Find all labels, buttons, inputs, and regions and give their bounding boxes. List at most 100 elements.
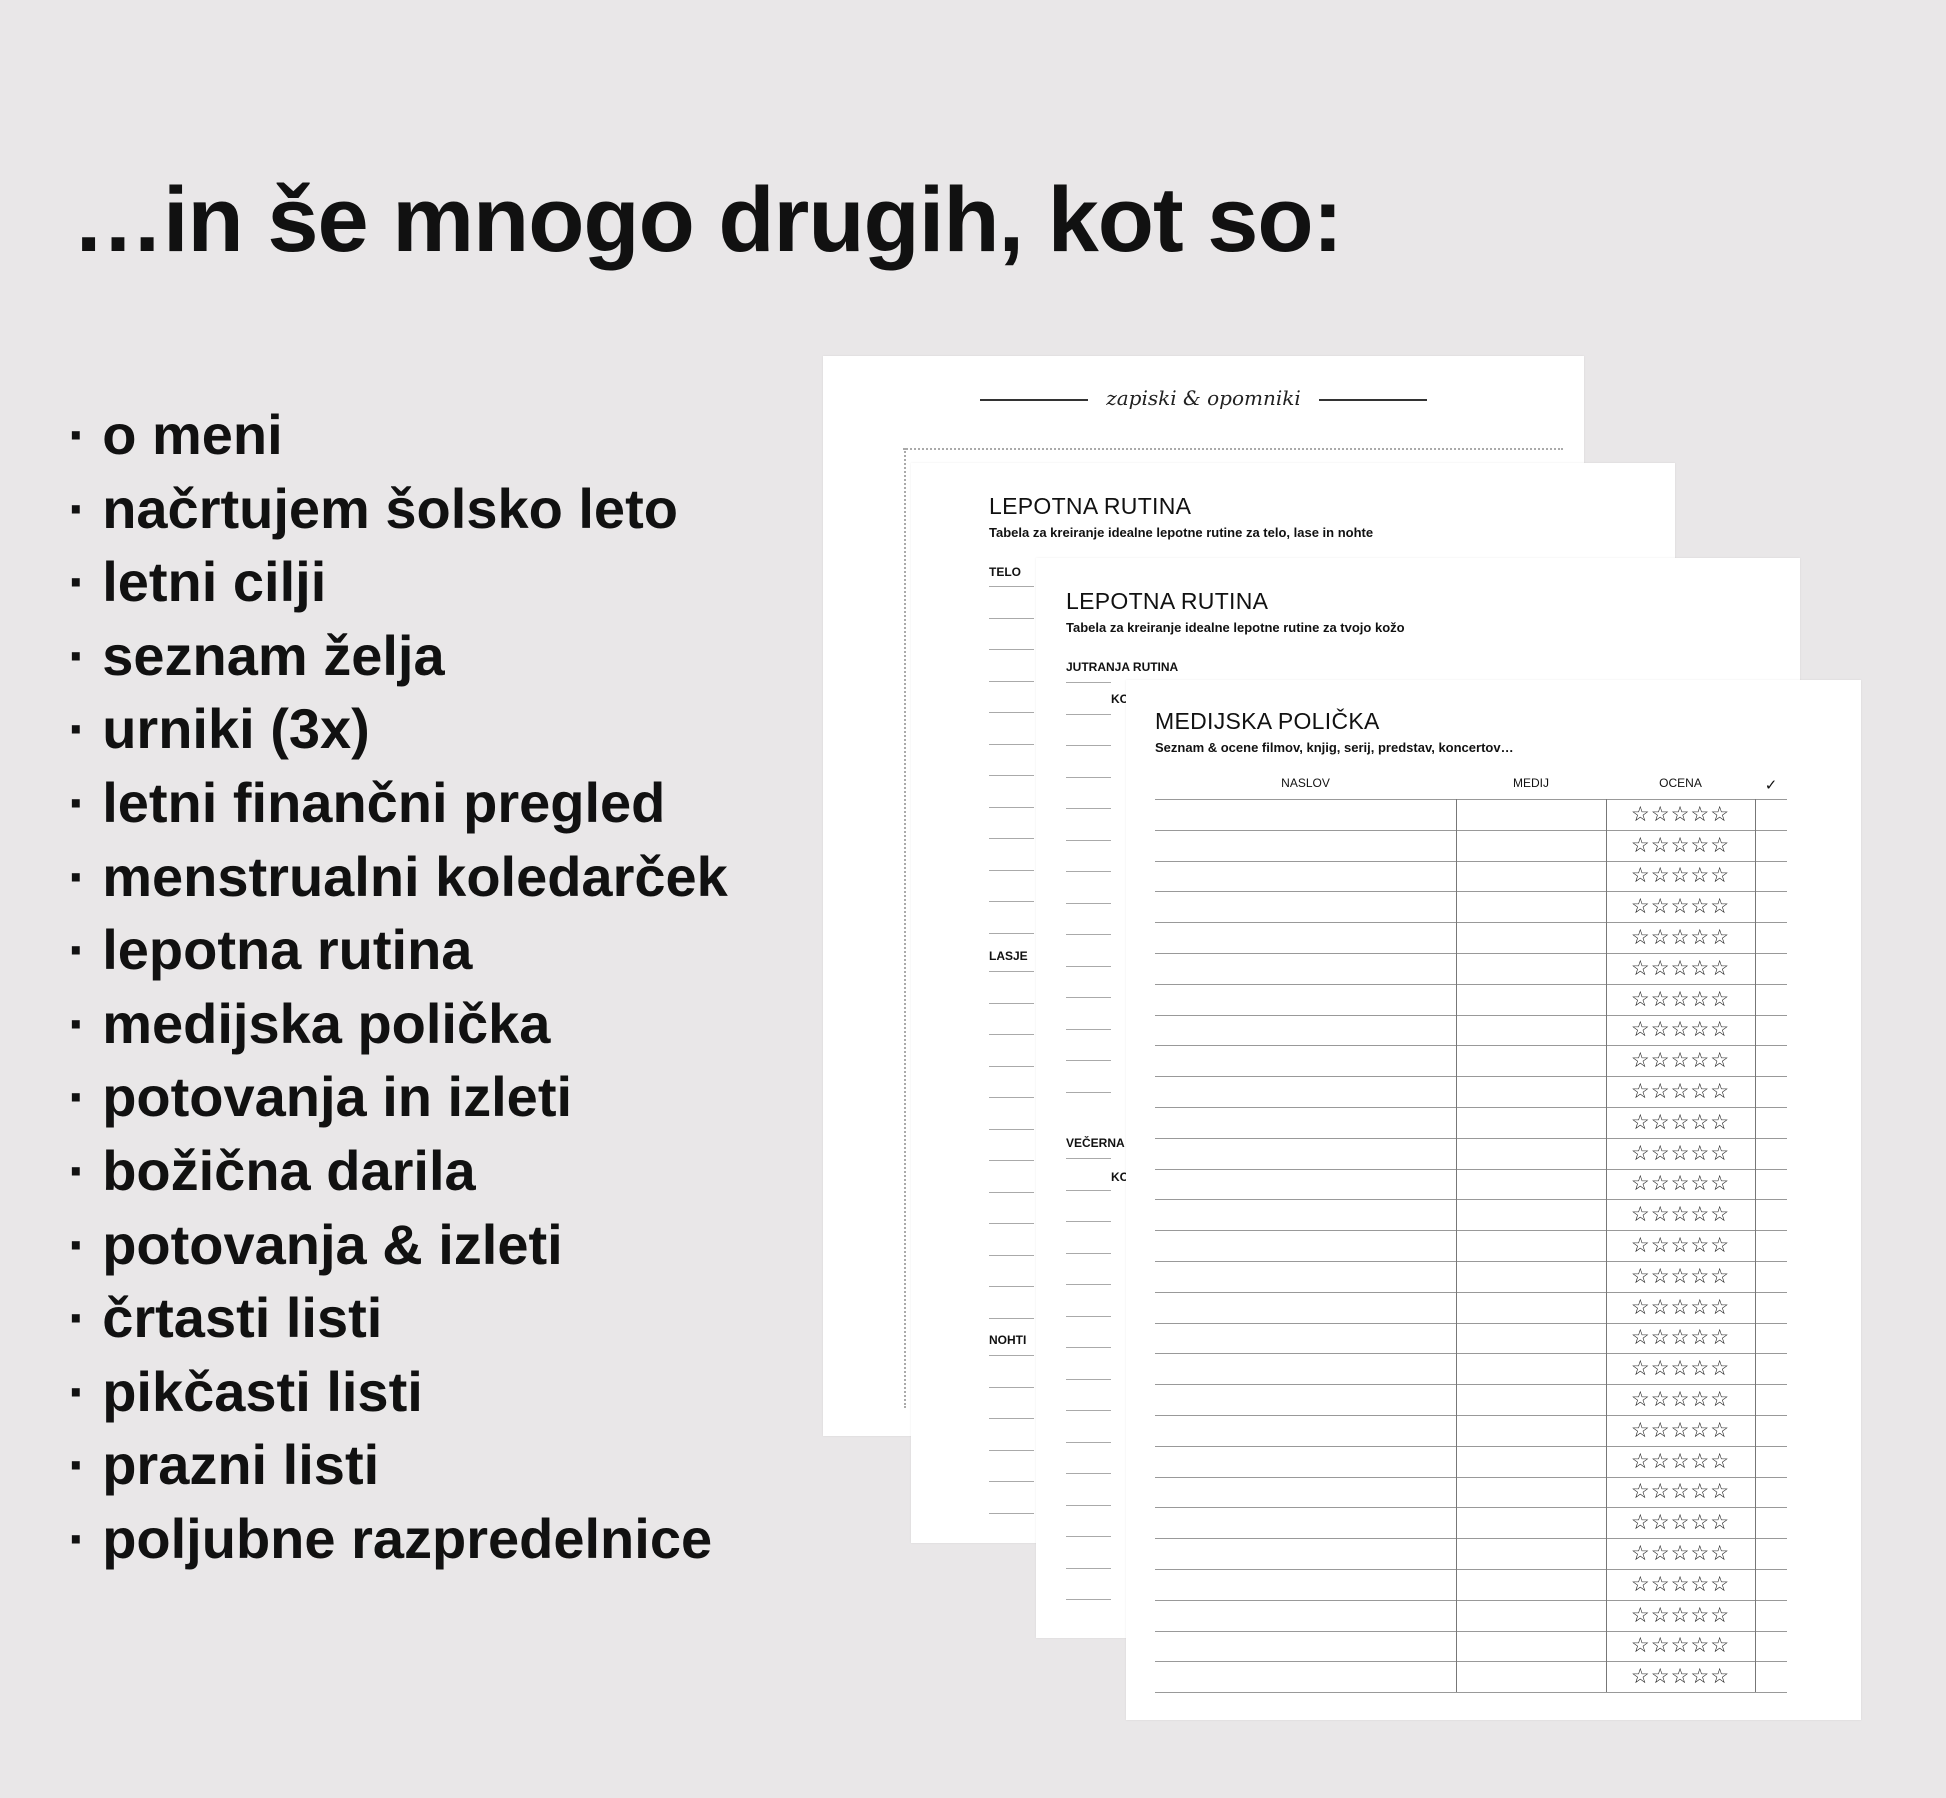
table-cell	[1155, 1137, 1457, 1170]
table-cell	[1755, 1445, 1787, 1478]
page-media-shelf: MEDIJSKA POLIČKA Seznam & ocene filmov, …	[1126, 680, 1861, 1720]
ruled-line	[1066, 808, 1111, 840]
ruled-line	[1066, 745, 1111, 777]
table-row: ☆☆☆☆☆	[1155, 1661, 1787, 1694]
table-cell	[1456, 1014, 1607, 1046]
headline: …in še mnogo drugih, kot so:	[72, 169, 1343, 271]
table-row: ☆☆☆☆☆	[1155, 1538, 1787, 1570]
table-cell	[1456, 1384, 1607, 1416]
list-item: · letni cilji	[68, 550, 327, 614]
table-cell	[1755, 1076, 1787, 1108]
table-cell	[1755, 829, 1787, 862]
table-cell	[1456, 1630, 1607, 1662]
star-rating-icon: ☆☆☆☆☆	[1606, 1014, 1756, 1046]
ruled-line	[989, 1317, 1034, 1350]
list-item: · potovanja & izleti	[68, 1212, 563, 1276]
table-cell	[1155, 1476, 1457, 1508]
notes-header: zapiski & opomniki	[823, 386, 1584, 410]
table-row: ☆☆☆☆☆	[1155, 1014, 1787, 1046]
table-cell	[1456, 1260, 1607, 1293]
table-cell	[1155, 952, 1457, 985]
ruled-line	[989, 680, 1034, 713]
table-row: ☆☆☆☆☆	[1155, 1230, 1787, 1262]
table-cell	[1456, 891, 1607, 923]
list-item: · božična darila	[68, 1138, 476, 1202]
ruled-line	[989, 1418, 1034, 1450]
star-rating-icon: ☆☆☆☆☆	[1606, 860, 1756, 892]
table-cell	[1755, 1230, 1787, 1262]
table-cell	[1155, 1014, 1457, 1046]
ruled-line	[1066, 1473, 1111, 1505]
star-rating-icon: ☆☆☆☆☆	[1606, 1168, 1756, 1200]
ruled-line	[989, 1034, 1034, 1066]
ruled-line	[989, 1191, 1034, 1224]
table-row: ☆☆☆☆☆	[1155, 1260, 1787, 1293]
ruled-line	[989, 869, 1034, 902]
table-row: ☆☆☆☆☆	[1155, 1045, 1787, 1077]
ruled-line	[989, 838, 1034, 870]
ruled-line	[1066, 871, 1111, 903]
list-item: · potovanja in izleti	[68, 1065, 573, 1129]
column-label-partial: KO	[1111, 692, 1129, 706]
star-rating-icon: ☆☆☆☆☆	[1606, 1199, 1756, 1231]
ruled-line	[1066, 1378, 1111, 1411]
ruled-line	[989, 617, 1034, 650]
table-cell	[1755, 922, 1787, 954]
page-title: MEDIJSKA POLIČKA	[1155, 708, 1380, 734]
ruled-line	[989, 1254, 1034, 1287]
table-cell	[1755, 891, 1787, 923]
table-cell	[1456, 1538, 1607, 1570]
star-rating-icon: ☆☆☆☆☆	[1606, 1076, 1756, 1108]
table-cell	[1155, 1384, 1457, 1416]
ruled-line	[1066, 839, 1111, 872]
ruled-line	[1066, 902, 1111, 935]
column-header-check: ✓	[1764, 777, 1778, 794]
ruled-line	[989, 1097, 1034, 1129]
star-rating-icon: ☆☆☆☆☆	[1606, 1599, 1756, 1632]
list-item: · lepotna rutina	[68, 918, 473, 982]
table-cell	[1155, 1199, 1457, 1231]
star-rating-icon: ☆☆☆☆☆	[1606, 1230, 1756, 1262]
star-rating-icon: ☆☆☆☆☆	[1606, 1260, 1756, 1293]
table-cell	[1755, 799, 1787, 831]
table-cell	[1456, 1568, 1607, 1601]
table-cell	[1456, 1291, 1607, 1324]
table-cell	[1155, 1291, 1457, 1324]
ruled-line	[989, 901, 1034, 933]
page-subtitle: Tabela za kreiranje idealne lepotne ruti…	[989, 525, 1374, 540]
ruled-line	[989, 1355, 1034, 1387]
table-cell	[1456, 952, 1607, 985]
table-cell	[1155, 1106, 1457, 1139]
table-cell	[1155, 1538, 1457, 1570]
table-cell	[1456, 1445, 1607, 1478]
feature-list: · o meni · načrtujem šolsko leto · letni c…	[68, 398, 728, 1576]
section-label: TELO	[989, 565, 1021, 579]
table-row: ☆☆☆☆☆	[1155, 1291, 1787, 1324]
table-row: ☆☆☆☆☆	[1155, 1414, 1787, 1447]
ruled-line	[989, 775, 1034, 807]
star-rating-icon: ☆☆☆☆☆	[1606, 1476, 1756, 1508]
section-label: VEČERNA	[1066, 1136, 1125, 1150]
table-cell	[1456, 1076, 1607, 1108]
page-subtitle: Seznam & ocene filmov, knjig, serij, pre…	[1155, 740, 1514, 755]
ruled-line	[1066, 1252, 1111, 1285]
row-lines	[989, 1355, 1034, 1543]
table-cell	[1456, 1507, 1607, 1539]
ruled-line	[1066, 1221, 1111, 1253]
table-cell	[1755, 1538, 1787, 1570]
table-cell	[1456, 1168, 1607, 1200]
table-row: ☆☆☆☆☆	[1155, 860, 1787, 892]
star-rating-icon: ☆☆☆☆☆	[1606, 1414, 1756, 1447]
table-cell	[1755, 1260, 1787, 1293]
table-row: ☆☆☆☆☆	[1155, 1322, 1787, 1354]
table-cell	[1155, 1045, 1457, 1077]
table-cell	[1755, 1630, 1787, 1662]
star-rating-icon: ☆☆☆☆☆	[1606, 1384, 1756, 1416]
table-cell	[1456, 1599, 1607, 1632]
column-label-partial: KO	[1111, 1170, 1129, 1184]
ruled-line	[1066, 776, 1111, 809]
ruled-line	[1066, 1441, 1111, 1474]
star-rating-icon: ☆☆☆☆☆	[1606, 1568, 1756, 1601]
star-rating-icon: ☆☆☆☆☆	[1606, 799, 1756, 831]
table-cell	[1456, 1476, 1607, 1508]
